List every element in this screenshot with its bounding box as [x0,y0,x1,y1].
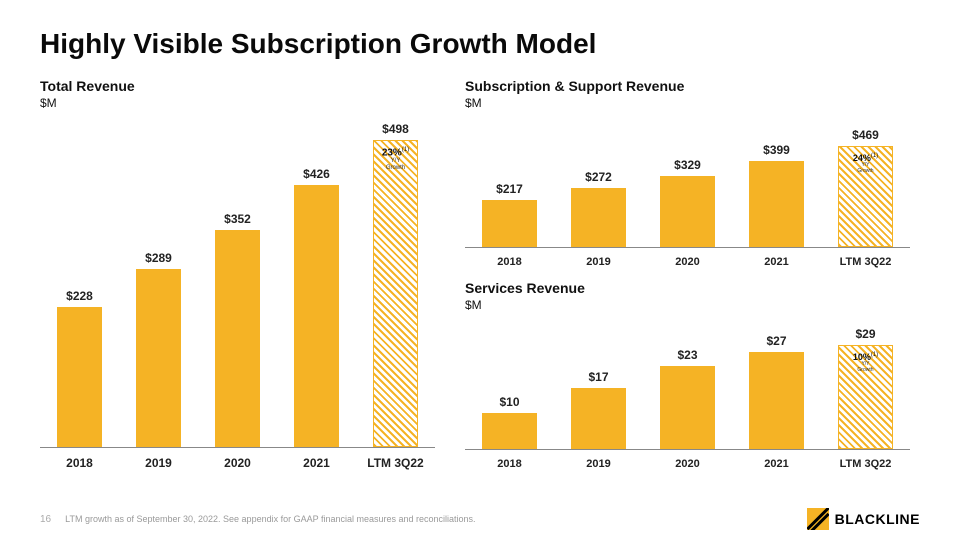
bar [136,269,182,447]
bar-col: $29 10%(1)Y/YGrowth [821,327,910,449]
bar [660,366,715,449]
bar [294,185,340,447]
bar-col: $289 [119,251,198,447]
chart-title: Total Revenue [40,78,435,94]
x-tick: 2021 [732,256,821,268]
bar-value-label: $29 [855,327,875,341]
logo-mark-icon [807,508,829,530]
bars: $217 $272 $329 $399 $469 24%(1)Y/YGrowth [465,118,910,247]
chart-subscription-revenue: Subscription & Support Revenue $M $217 $272… [465,78,910,268]
bar [571,188,626,247]
chart-services-revenue: Services Revenue $M $10 $17 $23 $27 $29 10%(1)Y… [465,280,910,470]
brand-logo: BLACKLINE [807,508,920,530]
footer-left: 16 LTM growth as of September 30, 2022. … [40,514,476,525]
chart-title: Services Revenue [465,280,910,296]
bar-value-label: $399 [763,143,790,157]
x-tick: 2019 [554,458,643,470]
bar [749,352,804,449]
bar-value-label: $329 [674,158,701,172]
bar-hatched: 24%(1)Y/YGrowth [838,146,893,247]
bar-value-label: $10 [499,395,519,409]
content-row: Total Revenue $M $228 $289 $352 $426 $498 23%(1… [40,78,920,470]
x-axis: 2018201920202021LTM 3Q22 [465,458,910,470]
bar-col: $23 [643,348,732,449]
bar-value-label: $27 [766,334,786,348]
bar [482,200,537,247]
chart-unit: $M [465,298,910,312]
x-tick: LTM 3Q22 [821,256,910,268]
x-tick: 2019 [119,456,198,470]
bar [749,161,804,247]
bar-value-label: $469 [852,128,879,142]
bar-value-label: $352 [224,212,251,226]
chart-unit: $M [40,96,435,110]
x-tick: 2018 [40,456,119,470]
chart-area: $228 $289 $352 $426 $498 23%(1)Y/YGrowth [40,118,435,448]
x-tick: LTM 3Q22 [821,458,910,470]
chart-area: $10 $17 $23 $27 $29 10%(1)Y/YGrowth [465,320,910,450]
bar-col: $498 23%(1)Y/YGrowth [356,122,435,447]
page-title: Highly Visible Subscription Growth Model [40,28,920,60]
bar-value-label: $498 [382,122,409,136]
bar-col: $272 [554,170,643,247]
x-tick: 2018 [465,256,554,268]
bar-value-label: $289 [145,251,172,265]
x-tick: 2020 [198,456,277,470]
bar-value-label: $23 [677,348,697,362]
bar-col: $352 [198,212,277,447]
bar [215,230,261,447]
bar-value-label: $426 [303,167,330,181]
bar-col: $27 [732,334,821,449]
bar [660,176,715,247]
left-column: Total Revenue $M $228 $289 $352 $426 $498 23%(1… [40,78,435,470]
bar-col: $399 [732,143,821,247]
x-axis: 2018201920202021LTM 3Q22 [40,456,435,470]
bar-col: $329 [643,158,732,247]
growth-text: Y/YGrowth [843,163,888,174]
growth-annotation: 10%(1)Y/YGrowth [843,352,888,373]
bar-value-label: $272 [585,170,612,184]
bars: $10 $17 $23 $27 $29 10%(1)Y/YGrowth [465,320,910,449]
bar-col: $10 [465,395,554,449]
bar [57,307,103,447]
x-tick: 2021 [732,458,821,470]
bar-col: $17 [554,370,643,449]
x-tick: 2021 [277,456,356,470]
x-tick: 2018 [465,458,554,470]
page-number: 16 [40,514,51,525]
x-tick: 2019 [554,256,643,268]
x-tick: 2020 [643,458,732,470]
growth-annotation: 23%(1)Y/YGrowth [378,147,414,172]
x-tick: 2020 [643,256,732,268]
bar [482,413,537,449]
bar-hatched: 23%(1)Y/YGrowth [373,140,419,447]
growth-text: Y/YGrowth [378,158,414,171]
chart-total-revenue: Total Revenue $M $228 $289 $352 $426 $498 23%(1… [40,78,435,470]
footnote: LTM growth as of September 30, 2022. See… [65,514,475,524]
bar-value-label: $17 [588,370,608,384]
footer: 16 LTM growth as of September 30, 2022. … [40,508,920,530]
chart-area: $217 $272 $329 $399 $469 24%(1)Y/YGrowth [465,118,910,248]
bar-col: $217 [465,182,554,247]
bar-value-label: $217 [496,182,523,196]
bar-col: $228 [40,289,119,447]
bar-value-label: $228 [66,289,93,303]
x-axis: 2018201920202021LTM 3Q22 [465,256,910,268]
bar-hatched: 10%(1)Y/YGrowth [838,345,893,449]
slide: Highly Visible Subscription Growth Model… [0,0,960,540]
growth-text: Y/YGrowth [843,362,888,373]
growth-annotation: 24%(1)Y/YGrowth [843,153,888,174]
x-tick: LTM 3Q22 [356,456,435,470]
logo-text: BLACKLINE [835,511,920,527]
bar-col: $469 24%(1)Y/YGrowth [821,128,910,247]
chart-title: Subscription & Support Revenue [465,78,910,94]
bar [571,388,626,449]
growth-pct: 23%(1) [378,147,414,158]
bars: $228 $289 $352 $426 $498 23%(1)Y/YGrowth [40,118,435,447]
bar-col: $426 [277,167,356,447]
right-column: Subscription & Support Revenue$M$217$272… [465,78,910,470]
chart-unit: $M [465,96,910,110]
